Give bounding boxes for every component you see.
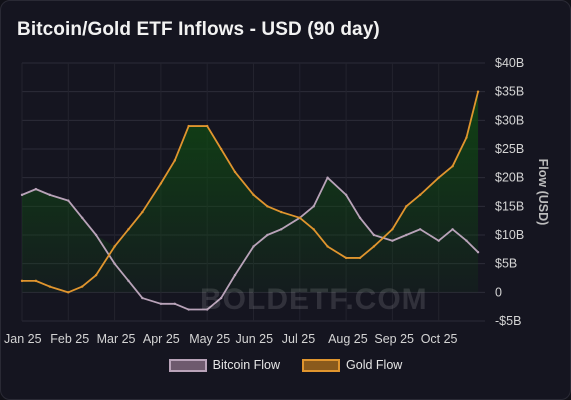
bitcoin-point	[476, 251, 480, 254]
gold-point	[391, 228, 394, 231]
gold-point	[34, 279, 38, 283]
gold-point	[252, 193, 255, 197]
x-tick-label: Sep 25	[374, 332, 414, 346]
x-tick-label: Jun 25	[236, 332, 274, 346]
gold-point	[465, 136, 468, 139]
bitcoin-point	[173, 302, 176, 305]
x-tick-label: Jul 25	[282, 332, 315, 346]
gold-point	[266, 205, 269, 208]
gold-point	[233, 170, 237, 174]
gold-point	[48, 285, 51, 288]
y-tick-label: 0	[495, 285, 502, 299]
x-tick-label: Feb 25	[50, 332, 89, 346]
bitcoin-point	[437, 239, 440, 242]
x-tick-label: Jan 25	[4, 332, 42, 346]
gold-point	[418, 193, 422, 197]
gold-point	[358, 256, 362, 260]
bitcoin-point	[326, 176, 329, 179]
bitcoin-point	[219, 296, 223, 300]
bitcoin-point	[67, 199, 70, 202]
bitcoin-point	[391, 239, 394, 242]
bitcoin-point	[233, 273, 237, 277]
legend-bitcoin[interactable]: Bitcoin Flow	[168, 358, 281, 372]
flow-area	[22, 91, 479, 293]
bitcoin-point	[127, 279, 130, 283]
bitcoin-point	[312, 205, 315, 208]
gold-point	[219, 147, 223, 151]
y-tick-label: $35B	[495, 85, 524, 99]
x-tick-label: Aug 25	[328, 332, 368, 346]
gold-point	[344, 256, 348, 260]
gold-point	[206, 124, 209, 128]
y-tick-label: $20B	[495, 171, 524, 185]
gold-point	[405, 205, 408, 208]
bitcoin-swatch	[168, 358, 207, 372]
bitcoin-point	[20, 193, 24, 197]
x-tick-label: Oct 25	[421, 332, 458, 346]
gold-point	[67, 291, 70, 294]
y-tick-label: $10B	[495, 228, 524, 242]
bitcoin-point	[187, 308, 190, 311]
gold-point	[437, 176, 440, 179]
gold-point	[451, 165, 454, 168]
bitcoin-point	[280, 228, 283, 231]
legend-gold-label: Gold Flow	[346, 358, 403, 372]
x-tick-label: Mar 25	[97, 332, 136, 346]
bitcoin-point	[418, 228, 422, 231]
bitcoin-point	[34, 187, 38, 191]
bitcoin-point	[159, 302, 163, 305]
bitcoin-point	[206, 308, 209, 311]
y-tick-label: $25B	[495, 142, 524, 156]
gold-point	[113, 245, 116, 248]
gold-point	[372, 245, 376, 248]
gold-point	[187, 124, 190, 128]
bitcoin-point	[48, 193, 51, 197]
gold-point	[80, 285, 84, 288]
gold-swatch	[302, 358, 341, 372]
bitcoin-point	[80, 216, 84, 219]
y-tick-label: -$5B	[495, 314, 521, 328]
x-tick-label: May 25	[189, 332, 230, 346]
bitcoin-point	[405, 233, 408, 237]
gold-point	[280, 210, 283, 214]
legend: Bitcoin Flow Gold Flow	[0, 358, 571, 372]
bitcoin-point	[344, 193, 348, 197]
y-tick-label: $5B	[495, 257, 517, 271]
gold-point	[173, 159, 176, 162]
bitcoin-point	[113, 262, 116, 265]
y-axis-title: Flow (USD)	[536, 159, 550, 226]
legend-bitcoin-label: Bitcoin Flow	[212, 358, 281, 372]
bitcoin-point	[141, 296, 144, 300]
y-tick-label: $40B	[495, 56, 524, 70]
bitcoin-point	[358, 216, 362, 219]
y-tick-label: $15B	[495, 199, 524, 213]
x-tick-label: Apr 25	[143, 332, 180, 346]
gold-point	[141, 210, 144, 214]
gold-point	[159, 182, 163, 185]
gold-point	[94, 273, 98, 277]
y-tick-label: $30B	[495, 113, 524, 127]
bitcoin-point	[372, 233, 376, 237]
gold-point	[476, 90, 480, 93]
bitcoin-point	[252, 245, 255, 248]
bitcoin-point	[465, 239, 468, 242]
gold-point	[326, 245, 329, 248]
bitcoin-point	[266, 233, 269, 237]
gold-point	[20, 279, 24, 283]
chart-title: Bitcoin/Gold ETF Inflows - USD (90 day)	[17, 19, 380, 40]
gold-point	[312, 228, 315, 231]
legend-gold[interactable]: Gold Flow	[302, 358, 402, 372]
gold-point	[298, 216, 301, 219]
gold-point	[127, 228, 130, 231]
bitcoin-point	[451, 228, 454, 231]
watermark: BOLDETF.COM	[200, 283, 428, 316]
bitcoin-point	[94, 233, 98, 237]
